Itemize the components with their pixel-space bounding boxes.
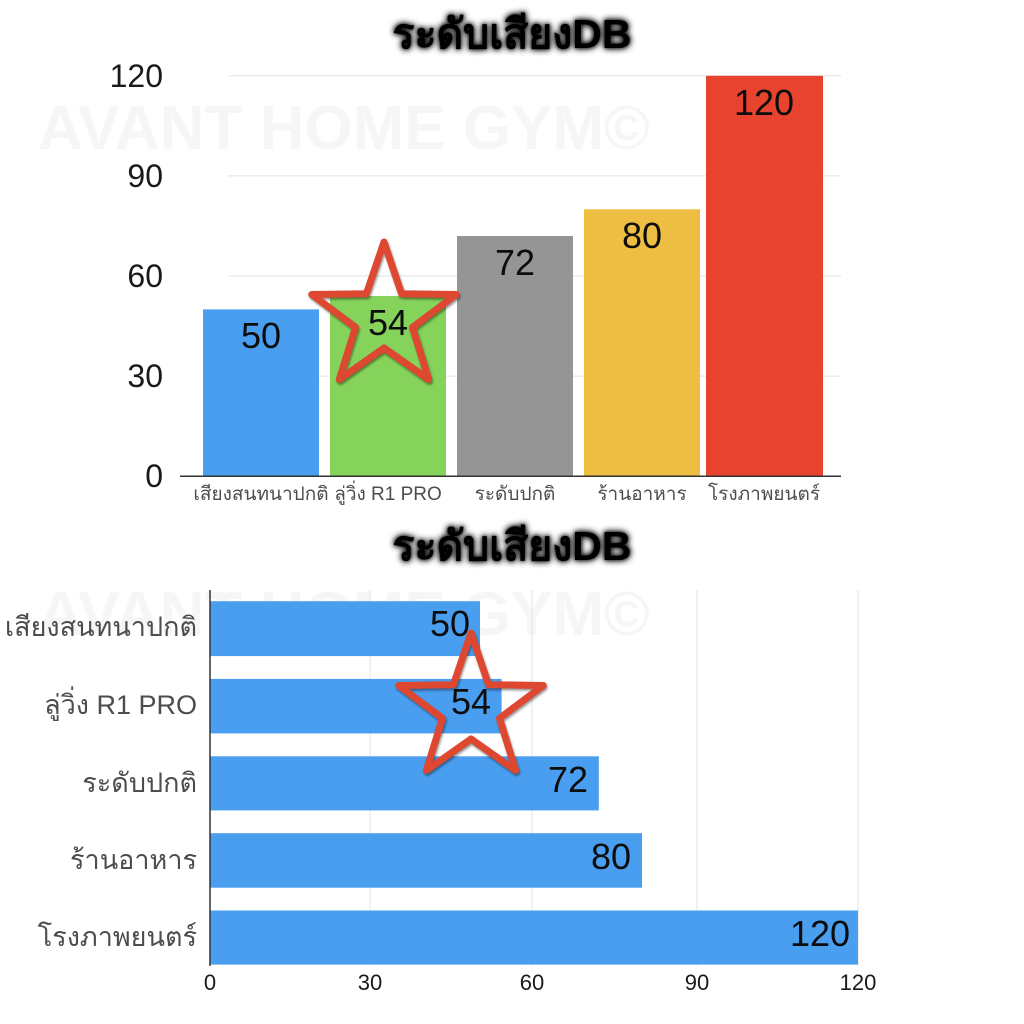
svg-text:60: 60 — [127, 258, 163, 294]
svg-text:30: 30 — [358, 970, 382, 995]
svg-text:ระดับปกติ: ระดับปกติ — [82, 768, 197, 798]
svg-text:90: 90 — [127, 158, 163, 194]
svg-text:โรงภาพยนตร์: โรงภาพยนตร์ — [38, 921, 197, 952]
svg-text:0: 0 — [145, 458, 163, 494]
svg-text:ร้านอาหาร: ร้านอาหาร — [597, 484, 686, 505]
svg-text:โรงภาพยนตร์: โรงภาพยนตร์ — [708, 482, 820, 505]
svg-text:เสียงสนทนาปกติ: เสียงสนทนาปกติ — [5, 612, 197, 642]
svg-text:80: 80 — [591, 836, 631, 877]
svg-text:ร้านอาหาร: ร้านอาหาร — [70, 845, 197, 875]
svg-text:50: 50 — [430, 603, 470, 644]
svg-text:0: 0 — [204, 970, 216, 995]
svg-text:90: 90 — [685, 970, 709, 995]
svg-text:80: 80 — [622, 215, 662, 256]
svg-text:72: 72 — [495, 242, 535, 283]
svg-text:เสียงสนทนาปกติ: เสียงสนทนาปกติ — [193, 483, 328, 505]
svg-text:ลู่วิ่ง R1 PRO: ลู่วิ่ง R1 PRO — [44, 686, 197, 721]
svg-text:54: 54 — [368, 302, 408, 343]
svg-text:30: 30 — [127, 358, 163, 394]
svg-text:72: 72 — [548, 759, 588, 800]
svg-text:120: 120 — [734, 82, 794, 123]
svg-text:60: 60 — [520, 970, 544, 995]
svg-text:54: 54 — [451, 681, 491, 722]
svg-text:50: 50 — [241, 315, 281, 356]
svg-text:ลู่วิ่ง R1 PRO: ลู่วิ่ง R1 PRO — [334, 480, 442, 505]
svg-text:ระดับปกติ: ระดับปกติ — [475, 484, 556, 505]
svg-text:120: 120 — [840, 970, 877, 995]
svg-text:120: 120 — [790, 913, 850, 954]
